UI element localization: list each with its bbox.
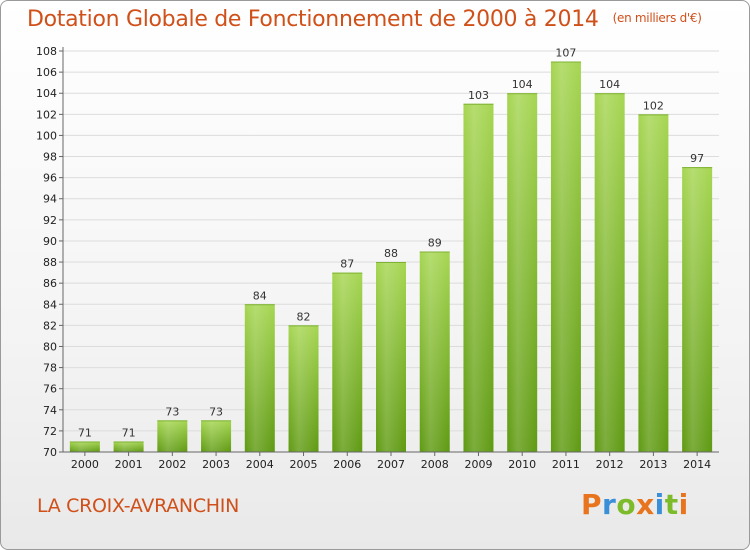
y-tick-label: 82: [43, 319, 57, 332]
bar-value-label: 84: [253, 289, 267, 302]
bar-highlight: [507, 93, 538, 453]
x-tick-label: 2001: [115, 458, 143, 471]
proxiti-logo[interactable]: Proxiti: [581, 488, 689, 521]
y-tick-label: 88: [43, 256, 57, 269]
y-tick-label: 86: [43, 277, 57, 290]
logo-letter: i: [678, 488, 689, 521]
x-tick-label: 2008: [421, 458, 449, 471]
bar-highlight: [594, 93, 625, 453]
bar-highlight: [201, 420, 232, 452]
y-tick-label: 70: [43, 446, 57, 459]
y-tick-label: 76: [43, 383, 57, 396]
x-tick-label: 2005: [290, 458, 318, 471]
x-tick-label: 2002: [158, 458, 186, 471]
bar-value-label: 104: [512, 78, 533, 91]
x-tick-label: 2006: [333, 458, 361, 471]
x-tick-label: 2004: [246, 458, 274, 471]
bar-highlight: [244, 304, 275, 452]
bar-value-label: 104: [599, 78, 620, 91]
y-tick-label: 108: [36, 45, 57, 58]
y-tick-label: 84: [43, 298, 57, 311]
logo-letter: P: [581, 488, 603, 521]
title-text: Dotation Globale de Fonctionnement de 20…: [27, 7, 599, 32]
bars-group: [69, 61, 713, 453]
y-tick-label: 94: [43, 193, 57, 206]
y-tick-label: 90: [43, 235, 57, 248]
x-tick-label: 2010: [508, 458, 536, 471]
bar-value-label: 88: [384, 247, 398, 260]
bar-highlight: [332, 272, 363, 452]
bar-highlight: [682, 167, 713, 452]
x-tick-label: 2000: [71, 458, 99, 471]
logo-letter: o: [616, 488, 637, 521]
bar-value-label: 73: [165, 405, 179, 418]
bar-highlight: [550, 61, 581, 452]
logo-letter: x: [636, 488, 655, 521]
bar-highlight: [638, 114, 669, 452]
bar-value-label: 87: [340, 258, 354, 271]
bar-value-label: 82: [297, 310, 311, 323]
y-tick-label: 100: [36, 129, 57, 142]
commune-name: LA CROIX-AVRANCHIN: [37, 495, 239, 517]
y-tick-label: 106: [36, 66, 57, 79]
bar-value-label: 102: [643, 99, 664, 112]
bar-value-label: 107: [555, 47, 576, 60]
y-tick-label: 96: [43, 172, 57, 185]
bar-highlight: [419, 251, 450, 452]
bar-highlight: [288, 325, 319, 452]
logo-letter: r: [602, 488, 617, 521]
bar-highlight: [157, 420, 188, 452]
bar-value-label: 103: [468, 89, 489, 102]
x-tick-label: 2007: [377, 458, 405, 471]
bar-highlight: [376, 262, 406, 452]
bar-value-label: 71: [78, 426, 92, 439]
y-tick-label: 80: [43, 340, 57, 353]
y-tick-label: 102: [36, 108, 57, 121]
x-tick-label: 2012: [596, 458, 624, 471]
bar-value-label: 97: [690, 152, 704, 165]
y-tick-label: 72: [43, 425, 57, 438]
y-tick-label: 98: [43, 151, 57, 164]
y-tick-label: 74: [43, 404, 57, 417]
bar-highlight: [113, 441, 144, 452]
bar-value-label: 73: [209, 405, 223, 418]
x-tick-label: 2003: [202, 458, 230, 471]
logo-letter: i: [654, 488, 665, 521]
chart-title: Dotation Globale de Fonctionnement de 20…: [27, 7, 702, 32]
bar-highlight: [463, 103, 494, 453]
x-tick-label: 2014: [683, 458, 711, 471]
logo-letter: t: [664, 488, 679, 521]
unit-label: (en milliers d'€): [612, 11, 702, 25]
labels-group: 70 72 74 76 78 80 82 84 86 88 90 92 94 96 98 100 102 104 1…: [36, 45, 711, 471]
x-tick-label: 2011: [552, 458, 580, 471]
bar-value-label: 89: [428, 237, 442, 250]
y-tick-label: 92: [43, 214, 57, 227]
x-tick-label: 2013: [639, 458, 667, 471]
y-tick-label: 104: [36, 87, 57, 100]
bar-value-label: 71: [122, 426, 136, 439]
y-tick-label: 78: [43, 362, 57, 375]
bar-highlight: [69, 441, 100, 452]
x-tick-label: 2009: [464, 458, 492, 471]
axes-group: [59, 47, 719, 456]
